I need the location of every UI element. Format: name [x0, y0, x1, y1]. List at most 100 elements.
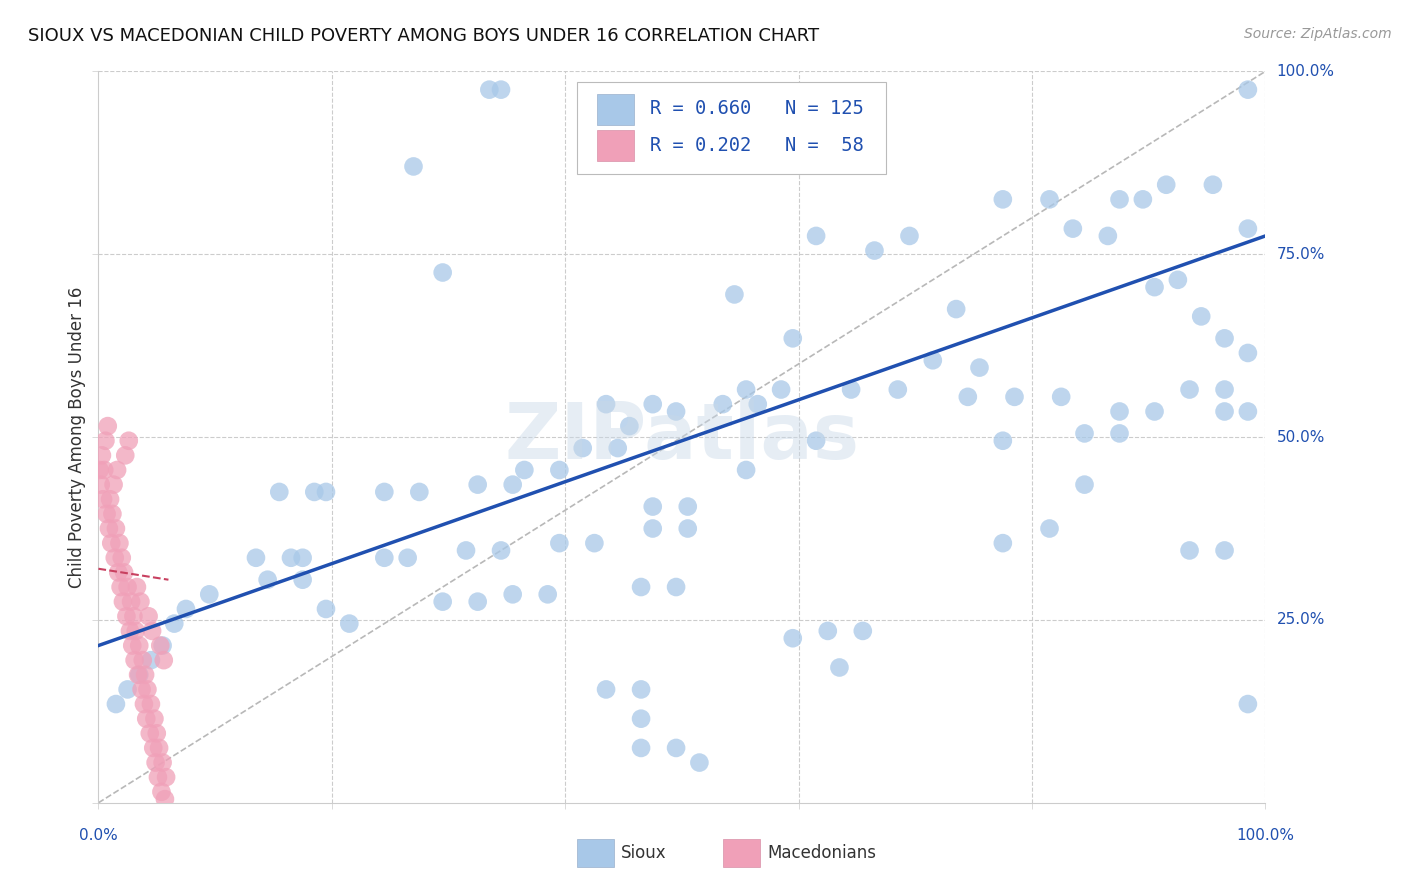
- Point: [688, 756, 710, 770]
- Point: [432, 594, 454, 608]
- Point: [1237, 346, 1260, 360]
- Point: [89, 463, 111, 477]
- Point: [711, 397, 734, 411]
- Point: [583, 536, 606, 550]
- Point: [150, 785, 173, 799]
- Point: [94, 434, 117, 448]
- Point: [124, 653, 146, 667]
- Point: [96, 507, 118, 521]
- Point: [146, 770, 169, 784]
- Point: [111, 550, 134, 565]
- Point: [641, 397, 664, 411]
- Point: [1213, 404, 1236, 418]
- Point: [100, 536, 122, 550]
- Point: [1073, 426, 1095, 441]
- Point: [665, 740, 688, 755]
- Point: [1108, 426, 1130, 441]
- Point: [198, 587, 221, 601]
- Point: [134, 667, 156, 681]
- Y-axis label: Child Poverty Among Boys Under 16: Child Poverty Among Boys Under 16: [67, 286, 86, 588]
- Point: [1108, 404, 1130, 418]
- Point: [1038, 193, 1060, 207]
- Point: [665, 580, 688, 594]
- Point: [245, 550, 267, 565]
- Point: [291, 550, 314, 565]
- Point: [1108, 193, 1130, 207]
- Text: ZIPatlas: ZIPatlas: [505, 399, 859, 475]
- Point: [103, 477, 125, 491]
- Point: [735, 463, 758, 477]
- Point: [782, 331, 804, 345]
- Point: [127, 667, 149, 681]
- Point: [136, 682, 159, 697]
- Point: [143, 712, 166, 726]
- Point: [1237, 697, 1260, 711]
- Point: [155, 770, 177, 784]
- Point: [630, 740, 652, 755]
- Point: [146, 726, 169, 740]
- Point: [152, 756, 174, 770]
- Point: [606, 441, 628, 455]
- Point: [1213, 383, 1236, 397]
- Point: [174, 602, 197, 616]
- Text: 25.0%: 25.0%: [1277, 613, 1324, 627]
- Point: [641, 521, 664, 535]
- Point: [1154, 178, 1177, 192]
- Point: [839, 383, 862, 397]
- Point: [676, 500, 699, 514]
- Point: [1143, 280, 1166, 294]
- Point: [104, 550, 127, 565]
- Point: [1189, 310, 1212, 324]
- Point: [1132, 193, 1154, 207]
- Point: [921, 353, 943, 368]
- Point: [132, 697, 155, 711]
- Point: [1050, 390, 1073, 404]
- Point: [90, 477, 112, 491]
- Point: [489, 543, 512, 558]
- Point: [139, 726, 162, 740]
- Point: [114, 448, 136, 462]
- Point: [93, 463, 115, 477]
- Point: [269, 485, 291, 500]
- Point: [129, 594, 152, 608]
- Point: [122, 609, 145, 624]
- Point: [153, 792, 176, 806]
- Point: [139, 653, 162, 667]
- Point: [98, 492, 121, 507]
- Point: [115, 609, 138, 624]
- Point: [630, 712, 652, 726]
- Point: [315, 602, 337, 616]
- Point: [117, 580, 139, 594]
- Point: [396, 550, 419, 565]
- Point: [804, 434, 827, 448]
- Point: [467, 477, 489, 491]
- Point: [1167, 273, 1189, 287]
- Point: [852, 624, 875, 638]
- Point: [863, 244, 886, 258]
- Point: [315, 485, 337, 500]
- Point: [104, 697, 127, 711]
- Point: [991, 193, 1014, 207]
- Point: [630, 682, 652, 697]
- Point: [619, 419, 641, 434]
- Point: [256, 573, 278, 587]
- Point: [105, 463, 128, 477]
- Point: [101, 507, 124, 521]
- Point: [1178, 383, 1201, 397]
- Point: [571, 441, 593, 455]
- Point: [969, 360, 991, 375]
- Point: [132, 653, 155, 667]
- Bar: [596, 94, 634, 125]
- Point: [747, 397, 769, 411]
- Point: [97, 419, 120, 434]
- Point: [145, 756, 167, 770]
- Point: [454, 543, 477, 558]
- Point: [337, 616, 360, 631]
- FancyBboxPatch shape: [576, 82, 886, 174]
- Point: [676, 521, 699, 535]
- Text: Source: ZipAtlas.com: Source: ZipAtlas.com: [1244, 27, 1392, 41]
- Point: [945, 301, 967, 317]
- Point: [641, 500, 664, 514]
- Point: [163, 616, 186, 631]
- Point: [138, 609, 160, 624]
